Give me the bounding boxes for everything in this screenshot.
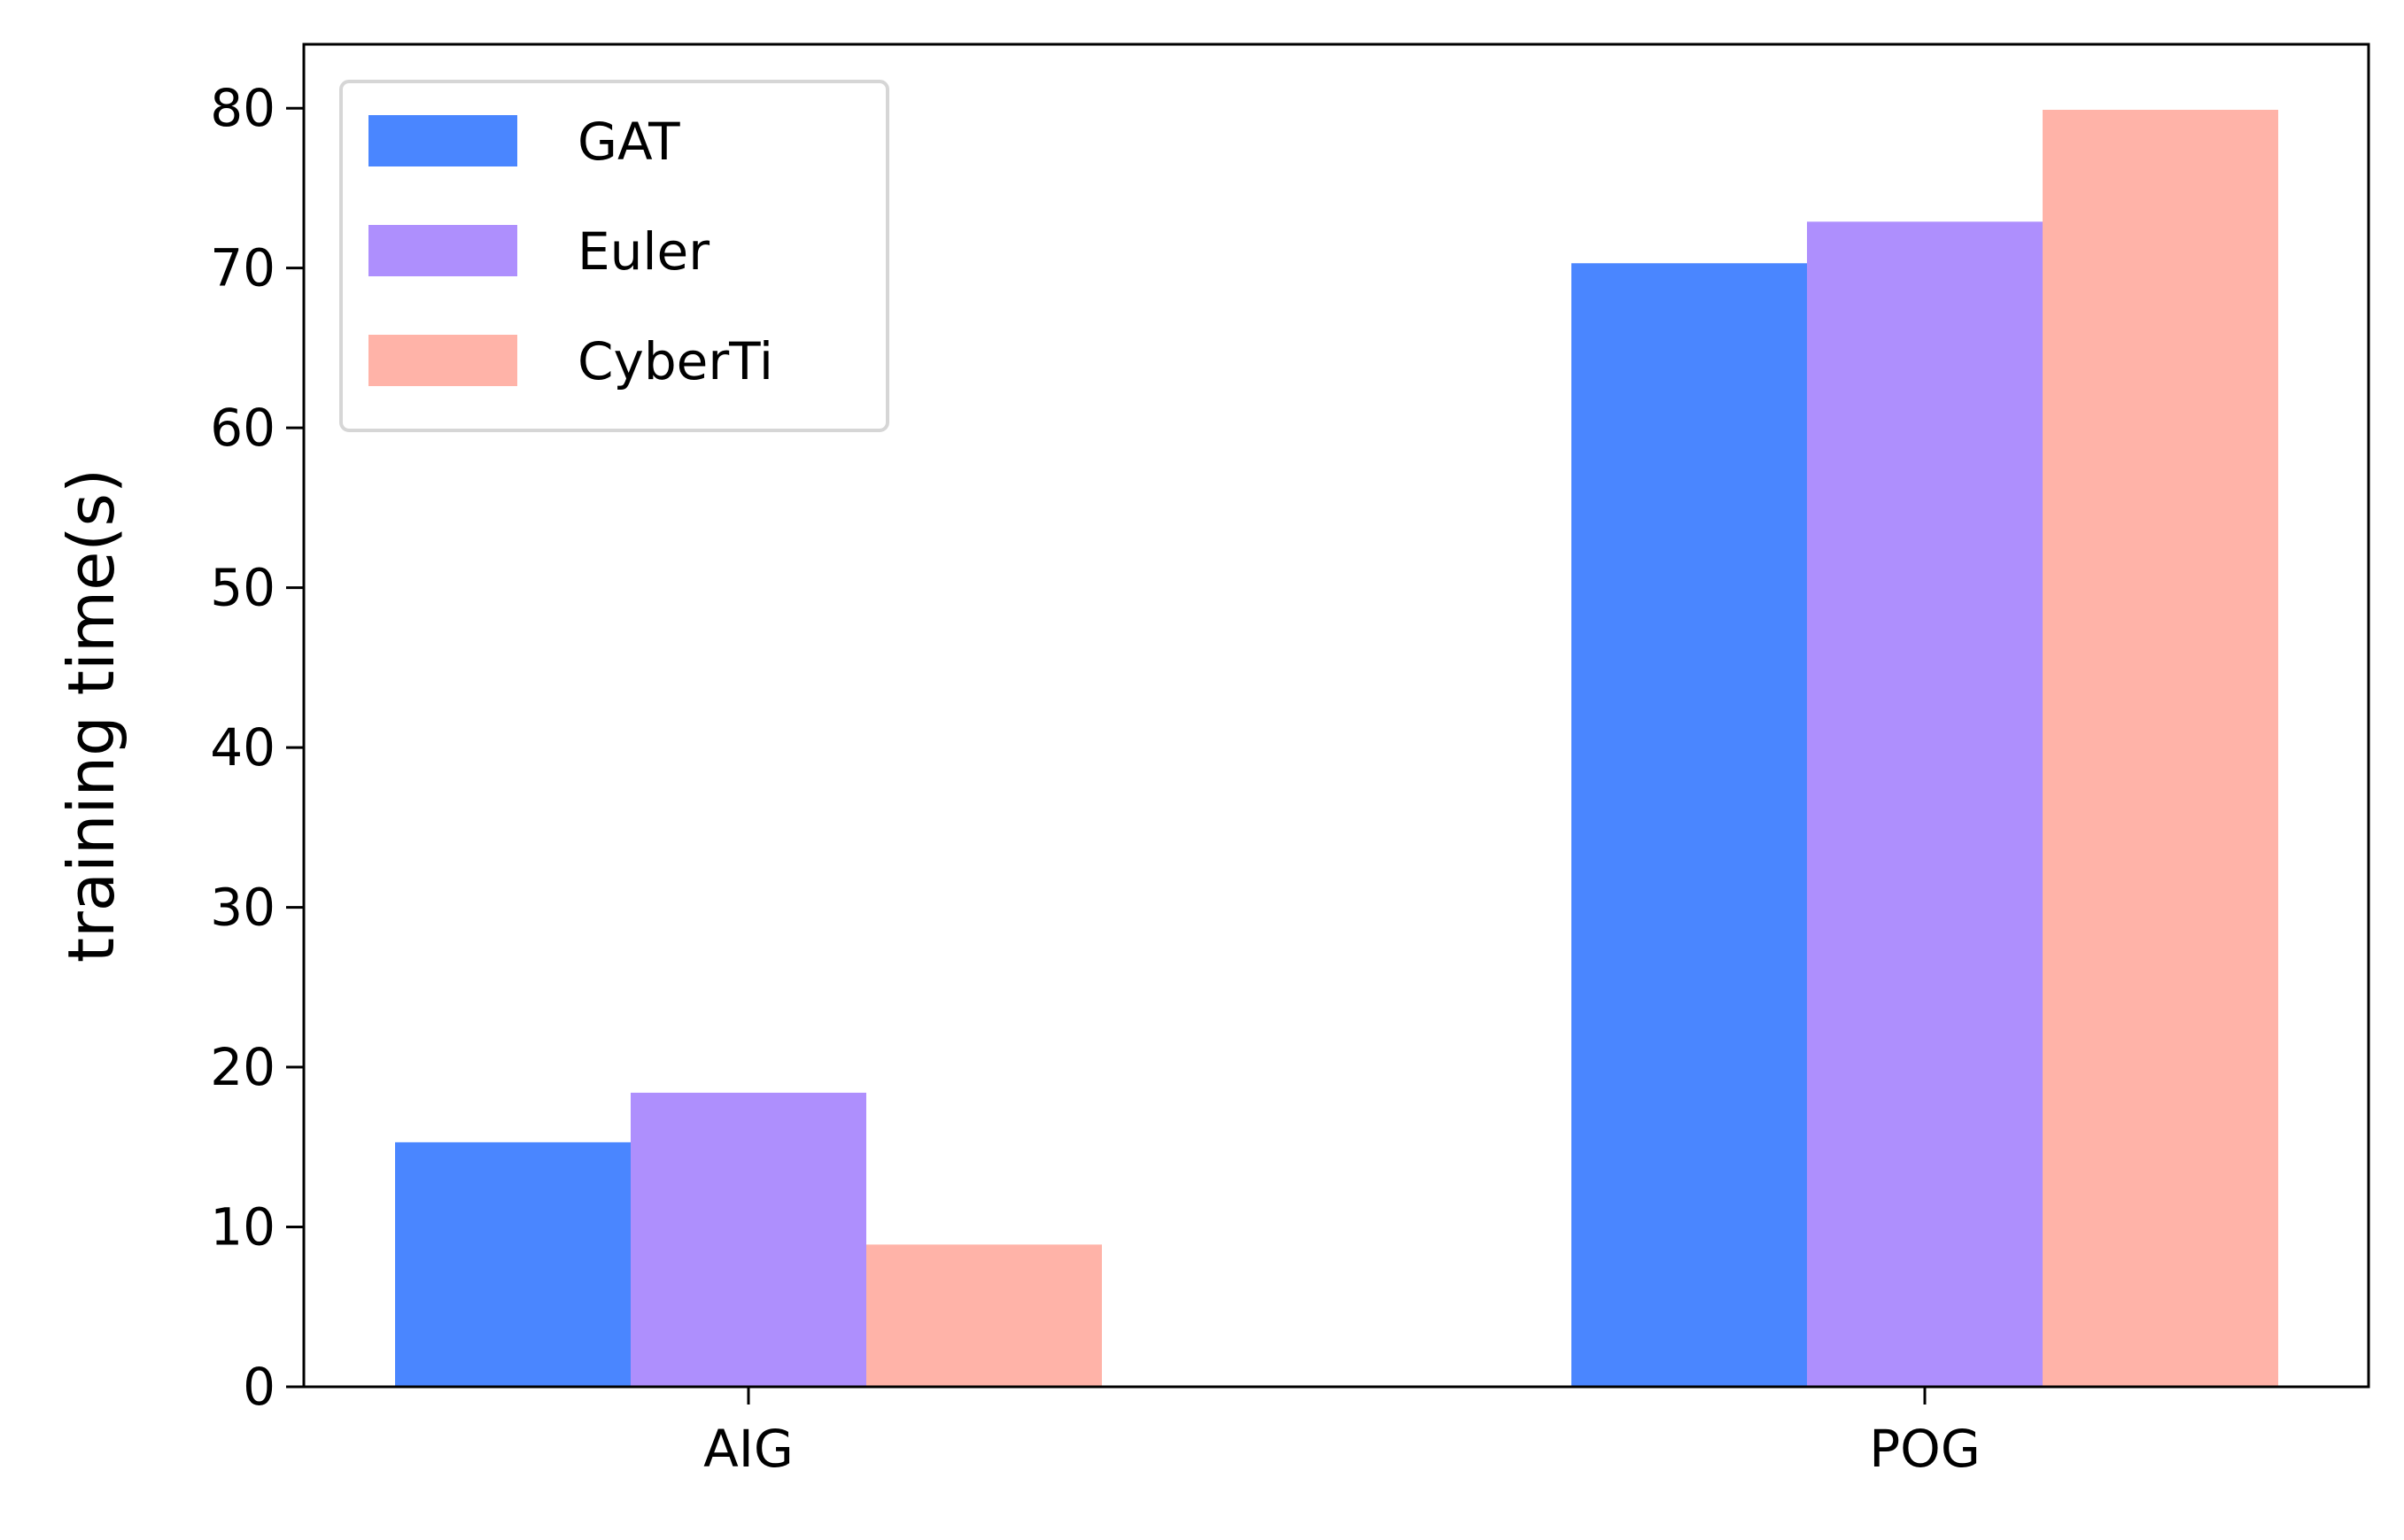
legend-swatch-gat xyxy=(368,115,517,166)
y-axis-label: training time(s) xyxy=(54,468,128,963)
y-tick-label: 70 xyxy=(210,238,275,298)
legend: GAT Euler CyberTi xyxy=(339,80,889,432)
legend-label-cyberti: CyberTi xyxy=(578,331,773,391)
bar-cyberti-aig xyxy=(866,1244,1102,1387)
legend-label-gat: GAT xyxy=(578,112,680,172)
x-tick-label: POG xyxy=(1869,1419,1981,1479)
legend-swatch-euler xyxy=(368,225,517,276)
y-tick-label: 80 xyxy=(210,78,275,138)
x-tick-label: AIG xyxy=(703,1419,794,1479)
bar-euler-aig xyxy=(631,1092,866,1387)
y-tick-label: 60 xyxy=(210,398,275,458)
y-tick-label: 40 xyxy=(210,717,275,778)
bar-cyberti-pog xyxy=(2043,109,2278,1387)
legend-swatch-cyberti xyxy=(368,335,517,386)
y-tick-label: 10 xyxy=(210,1197,275,1258)
legend-label-euler: Euler xyxy=(578,221,710,282)
y-tick-label: 20 xyxy=(210,1037,275,1097)
bar-euler-pog xyxy=(1807,221,2043,1387)
y-tick-label: 50 xyxy=(210,558,275,618)
bar-gat-aig xyxy=(395,1141,631,1387)
x-axis: AIG POG xyxy=(703,1387,1981,1479)
plot-frame xyxy=(302,43,2370,1389)
y-tick-label: 30 xyxy=(210,878,275,938)
bar-gat-pog xyxy=(1571,263,1807,1387)
y-axis: 0 10 20 30 40 50 60 70 80 xyxy=(210,78,304,1417)
y-tick-label: 0 xyxy=(243,1357,275,1417)
bars-layer xyxy=(395,109,2278,1387)
